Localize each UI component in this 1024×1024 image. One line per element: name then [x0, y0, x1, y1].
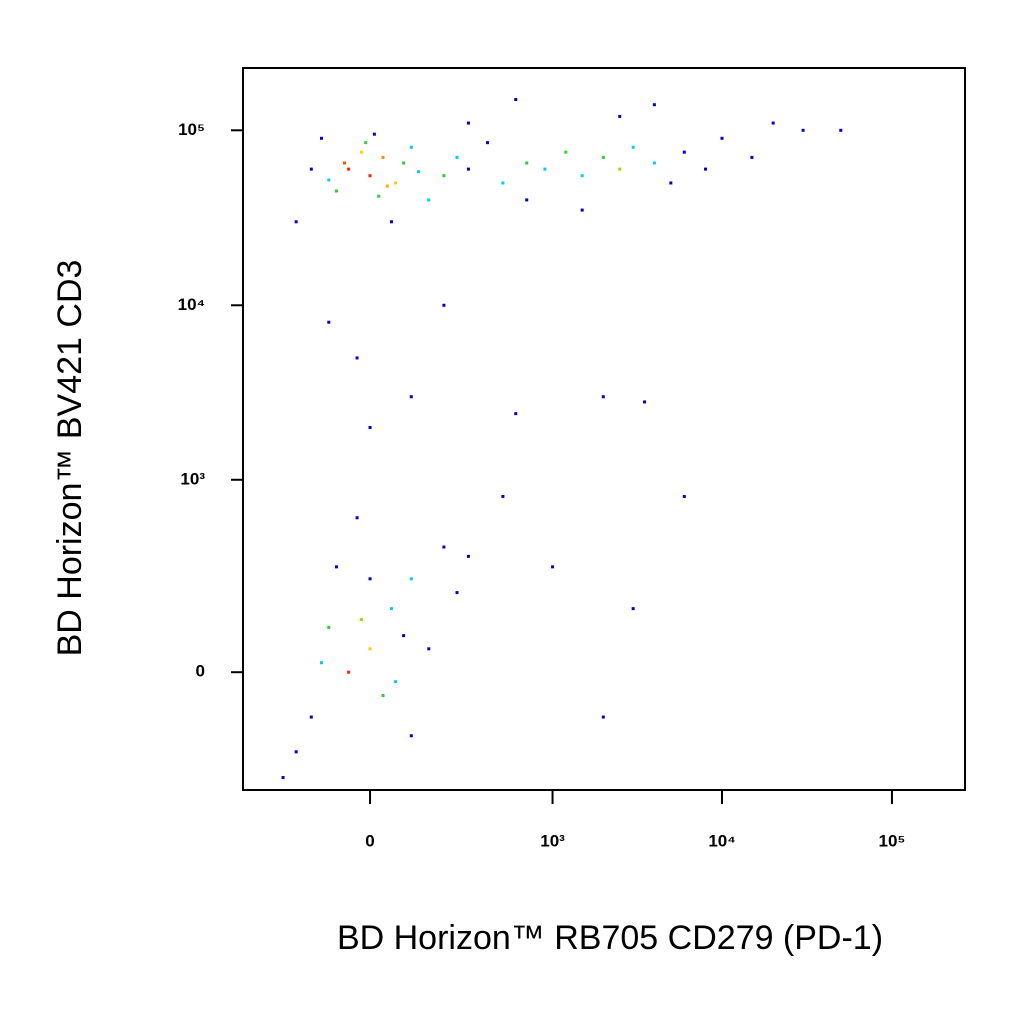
data-point: [643, 400, 647, 404]
data-point: [320, 661, 324, 665]
data-point: [417, 170, 421, 174]
data-point: [514, 97, 518, 101]
data-point: [409, 734, 413, 738]
data-point: [355, 356, 359, 360]
data-point: [631, 145, 635, 149]
data-point: [501, 494, 505, 498]
data-point: [385, 184, 389, 188]
data-point: [409, 395, 413, 399]
y-axis-title: BD Horizon™ BV421 CD3: [51, 260, 89, 657]
data-point: [281, 776, 285, 780]
data-point: [359, 618, 363, 622]
y-tick-label: 0: [196, 662, 205, 681]
data-point: [704, 167, 708, 171]
x-tick-label: 10³: [540, 831, 565, 850]
data-point: [359, 150, 363, 154]
data-point: [525, 161, 529, 165]
data-point: [682, 494, 686, 498]
x-axis-title: BD Horizon™ RB705 CD279 (PD-1): [337, 919, 883, 957]
data-point: [343, 161, 347, 165]
data-point: [750, 155, 754, 159]
y-tick-label: 10⁴: [178, 295, 205, 314]
x-tick-label: 10⁴: [708, 831, 735, 850]
y-tick-label: 10³: [180, 469, 205, 488]
data-point: [601, 715, 605, 719]
plot-frame: [242, 67, 966, 791]
data-point: [394, 181, 398, 185]
data-point: [427, 198, 431, 202]
data-point: [720, 136, 724, 140]
data-point: [652, 103, 656, 107]
data-point: [334, 565, 338, 569]
data-point: [466, 167, 470, 171]
data-point: [455, 591, 459, 595]
data-point: [389, 607, 393, 611]
data-point: [618, 114, 622, 118]
data-point: [364, 141, 368, 145]
data-point: [381, 694, 385, 698]
data-point: [543, 167, 547, 171]
data-point: [466, 554, 470, 558]
data-point: [327, 625, 331, 629]
data-point: [839, 128, 843, 132]
data-point: [409, 145, 413, 149]
data-point: [368, 425, 372, 429]
data-point: [320, 136, 324, 140]
data-point: [409, 577, 413, 581]
data-point: [514, 412, 518, 416]
data-point: [294, 750, 298, 754]
data-point: [601, 395, 605, 399]
data-point: [389, 220, 393, 224]
data-point: [551, 565, 555, 569]
data-point: [682, 150, 686, 154]
data-point: [652, 161, 656, 165]
data-point: [564, 150, 568, 154]
data-point: [427, 647, 431, 651]
data-point: [368, 174, 372, 178]
y-tick-label: 10⁵: [178, 120, 205, 139]
data-point: [466, 121, 470, 125]
data-point: [486, 141, 490, 145]
data-point: [355, 516, 359, 520]
data-point: [372, 132, 376, 136]
data-point: [309, 167, 313, 171]
data-point: [402, 161, 406, 165]
x-tick-label: 0: [365, 831, 374, 850]
data-point: [402, 634, 406, 638]
data-point: [309, 715, 313, 719]
x-tick-label: 10⁵: [879, 831, 906, 850]
data-point: [501, 181, 505, 185]
data-point: [455, 155, 459, 159]
data-point: [347, 670, 351, 674]
data-point: [525, 198, 529, 202]
data-point: [580, 174, 584, 178]
data-point: [631, 607, 635, 611]
data-point: [669, 181, 673, 185]
data-point: [394, 680, 398, 684]
data-point: [618, 167, 622, 171]
data-point: [601, 155, 605, 159]
data-point: [347, 167, 351, 171]
data-point: [442, 174, 446, 178]
data-point: [327, 178, 331, 182]
data-point: [368, 577, 372, 581]
data-point: [771, 121, 775, 125]
data-point: [381, 155, 385, 159]
data-point: [580, 208, 584, 212]
data-point: [801, 128, 805, 132]
data-point: [377, 194, 381, 198]
data-point: [294, 220, 298, 224]
data-point: [327, 320, 331, 324]
data-point: [442, 545, 446, 549]
data-point: [442, 303, 446, 307]
data-point: [368, 647, 372, 651]
data-point: [334, 189, 338, 193]
